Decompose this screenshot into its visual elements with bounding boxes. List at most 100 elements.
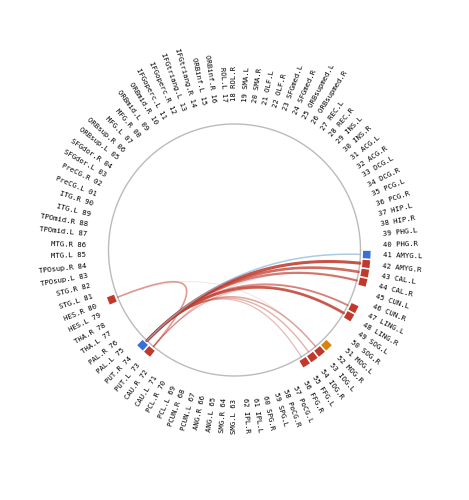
- Text: 20 SMA.R: 20 SMA.R: [252, 68, 263, 103]
- Text: TPOmid.R 88: TPOmid.R 88: [40, 213, 89, 227]
- Text: 34 DCG.R: 34 DCG.R: [367, 167, 401, 188]
- Text: ANG.R 66: ANG.R 66: [193, 395, 206, 430]
- Text: 53 IOG.L: 53 IOG.L: [328, 362, 355, 392]
- Polygon shape: [300, 357, 310, 368]
- Text: 61 IPL.L: 61 IPL.L: [252, 397, 263, 432]
- Text: MTG.L 85: MTG.L 85: [51, 252, 86, 260]
- Text: SFGdor.L 03: SFGdor.L 03: [62, 149, 107, 178]
- Text: SMG.R 64: SMG.R 64: [219, 398, 227, 434]
- Text: 49 SOG.L: 49 SOG.L: [356, 330, 388, 355]
- Text: 55 FFG.L: 55 FFG.L: [311, 374, 334, 408]
- Text: ITG.L 89: ITG.L 89: [55, 202, 91, 217]
- Text: 30 INS.R: 30 INS.R: [343, 125, 373, 152]
- Text: 37 HIP.L: 37 HIP.L: [378, 202, 414, 217]
- Text: SFGdor.R 04: SFGdor.R 04: [70, 138, 113, 170]
- Text: 62 IPL.R: 62 IPL.R: [242, 398, 250, 434]
- Text: PreCG.L 01: PreCG.L 01: [55, 175, 98, 197]
- Text: 38 HIP.R: 38 HIP.R: [380, 215, 416, 227]
- Text: HES.L 79: HES.L 79: [68, 312, 102, 333]
- Polygon shape: [348, 303, 358, 313]
- Text: 54 IOG.R: 54 IOG.R: [319, 368, 345, 400]
- Text: MTG.R 86: MTG.R 86: [51, 240, 86, 248]
- Text: 58 PoCG.R: 58 PoCG.R: [282, 388, 302, 428]
- Text: 41 AMYG.L: 41 AMYG.L: [383, 252, 423, 260]
- Text: CAU.L 71: CAU.L 71: [135, 374, 158, 408]
- Polygon shape: [314, 346, 325, 356]
- Text: ORBsup.L 05: ORBsup.L 05: [77, 126, 119, 161]
- Polygon shape: [362, 260, 370, 268]
- Text: ORBmid.R 10: ORBmid.R 10: [128, 82, 158, 126]
- Text: THA.R 78: THA.R 78: [74, 322, 107, 344]
- Polygon shape: [344, 311, 354, 322]
- Text: 31 ACG.L: 31 ACG.L: [350, 134, 381, 161]
- Text: 33 DCG.L: 33 DCG.L: [362, 156, 395, 178]
- Text: ANG.L 65: ANG.L 65: [206, 397, 217, 432]
- Text: 19 SMA.L: 19 SMA.L: [242, 66, 250, 102]
- Text: ORBmid.L 09: ORBmid.L 09: [116, 89, 150, 132]
- Text: SMG.L 63: SMG.L 63: [232, 398, 237, 434]
- Polygon shape: [307, 352, 318, 362]
- Text: 29 INS.L: 29 INS.L: [336, 116, 364, 145]
- Text: MFG.L 07: MFG.L 07: [105, 116, 133, 145]
- Text: 50 SOG.R: 50 SOG.R: [350, 339, 381, 365]
- Text: 18 ROL.R: 18 ROL.R: [232, 66, 237, 102]
- Text: 56 FFG.R: 56 FFG.R: [302, 380, 324, 414]
- Polygon shape: [144, 346, 155, 356]
- Text: TPOsup.L 83: TPOsup.L 83: [40, 273, 89, 287]
- Polygon shape: [358, 278, 367, 286]
- Text: PUT.L 73: PUT.L 73: [114, 362, 141, 392]
- Text: PAL.L 75: PAL.L 75: [96, 348, 126, 375]
- Text: 52 MOG.R: 52 MOG.R: [336, 355, 364, 384]
- Text: 59 SPG.L: 59 SPG.L: [272, 392, 288, 428]
- Text: PUT.R 74: PUT.R 74: [105, 355, 133, 384]
- Text: TPOsup.R 84: TPOsup.R 84: [38, 262, 87, 274]
- Text: ORBinf.R 16: ORBinf.R 16: [204, 54, 217, 103]
- Text: STG.L 81: STG.L 81: [59, 293, 94, 310]
- Text: CAU.R 72: CAU.R 72: [124, 368, 150, 400]
- Text: 57 PoCG.L: 57 PoCG.L: [292, 384, 314, 423]
- Text: 36 PCG.R: 36 PCG.R: [375, 190, 410, 207]
- Text: 22 OLF.R: 22 OLF.R: [272, 72, 288, 108]
- Polygon shape: [360, 268, 369, 278]
- Text: 43 CAL.L: 43 CAL.L: [380, 273, 416, 285]
- Polygon shape: [137, 340, 148, 350]
- Text: 46 CUN.R: 46 CUN.R: [371, 303, 406, 322]
- Text: IFGtriang.L 13: IFGtriang.L 13: [160, 52, 187, 112]
- Text: HES.R 80: HES.R 80: [63, 303, 98, 322]
- Text: IFGoperc.L 11: IFGoperc.L 11: [136, 67, 167, 120]
- Text: THA.L 77: THA.L 77: [81, 330, 113, 355]
- Text: 60 SPG.R: 60 SPG.R: [263, 395, 276, 430]
- Text: 21 OLF.L: 21 OLF.L: [263, 70, 276, 105]
- Text: ORBinf.L 15: ORBinf.L 15: [190, 57, 206, 105]
- Text: PreCG.R 02: PreCG.R 02: [60, 163, 102, 188]
- Text: 42 AMYG.R: 42 AMYG.R: [382, 262, 422, 272]
- Text: ORBsup.R 06: ORBsup.R 06: [86, 116, 126, 152]
- Text: PCUN.L 67: PCUN.L 67: [180, 392, 197, 432]
- Text: 32 ACG.R: 32 ACG.R: [356, 145, 388, 170]
- Text: 48 LING.R: 48 LING.R: [362, 322, 399, 346]
- Text: PCL.R 70: PCL.R 70: [145, 380, 167, 414]
- Polygon shape: [363, 251, 371, 258]
- Text: 40 PHG.R: 40 PHG.R: [383, 240, 418, 248]
- Text: 35 PCG.L: 35 PCG.L: [371, 178, 406, 197]
- Text: IFGoperc.R 12: IFGoperc.R 12: [148, 61, 177, 116]
- Text: 45 CUN.L: 45 CUN.L: [375, 293, 410, 310]
- Text: 23 SFGmed.L: 23 SFGmed.L: [282, 64, 305, 112]
- Text: 28 REC.R: 28 REC.R: [328, 108, 355, 138]
- Text: 39 PHG.L: 39 PHG.L: [382, 228, 417, 237]
- Text: PCUN.R 68: PCUN.R 68: [167, 388, 187, 428]
- Text: PAL.R 76: PAL.R 76: [88, 339, 119, 365]
- Text: MFG.R 08: MFG.R 08: [114, 108, 141, 138]
- Text: 51 MOG.L: 51 MOG.L: [343, 348, 373, 375]
- Text: IFGtriang.R 14: IFGtriang.R 14: [174, 48, 197, 108]
- Text: STG.R 82: STG.R 82: [55, 283, 91, 298]
- Text: ITG.R 90: ITG.R 90: [59, 190, 94, 207]
- Text: 44 CAL.R: 44 CAL.R: [378, 283, 414, 298]
- Text: 25 ORBsupmed.L: 25 ORBsupmed.L: [302, 63, 336, 120]
- Text: 24 SFGmed.R: 24 SFGmed.R: [292, 69, 318, 116]
- Polygon shape: [107, 294, 117, 304]
- Text: PCL.L 69: PCL.L 69: [157, 384, 177, 419]
- Text: TPOmid.L 87: TPOmid.L 87: [38, 226, 87, 237]
- Text: 47 LING.L: 47 LING.L: [367, 312, 405, 335]
- Text: 26 ORBsupmed.R: 26 ORBsupmed.R: [311, 70, 348, 126]
